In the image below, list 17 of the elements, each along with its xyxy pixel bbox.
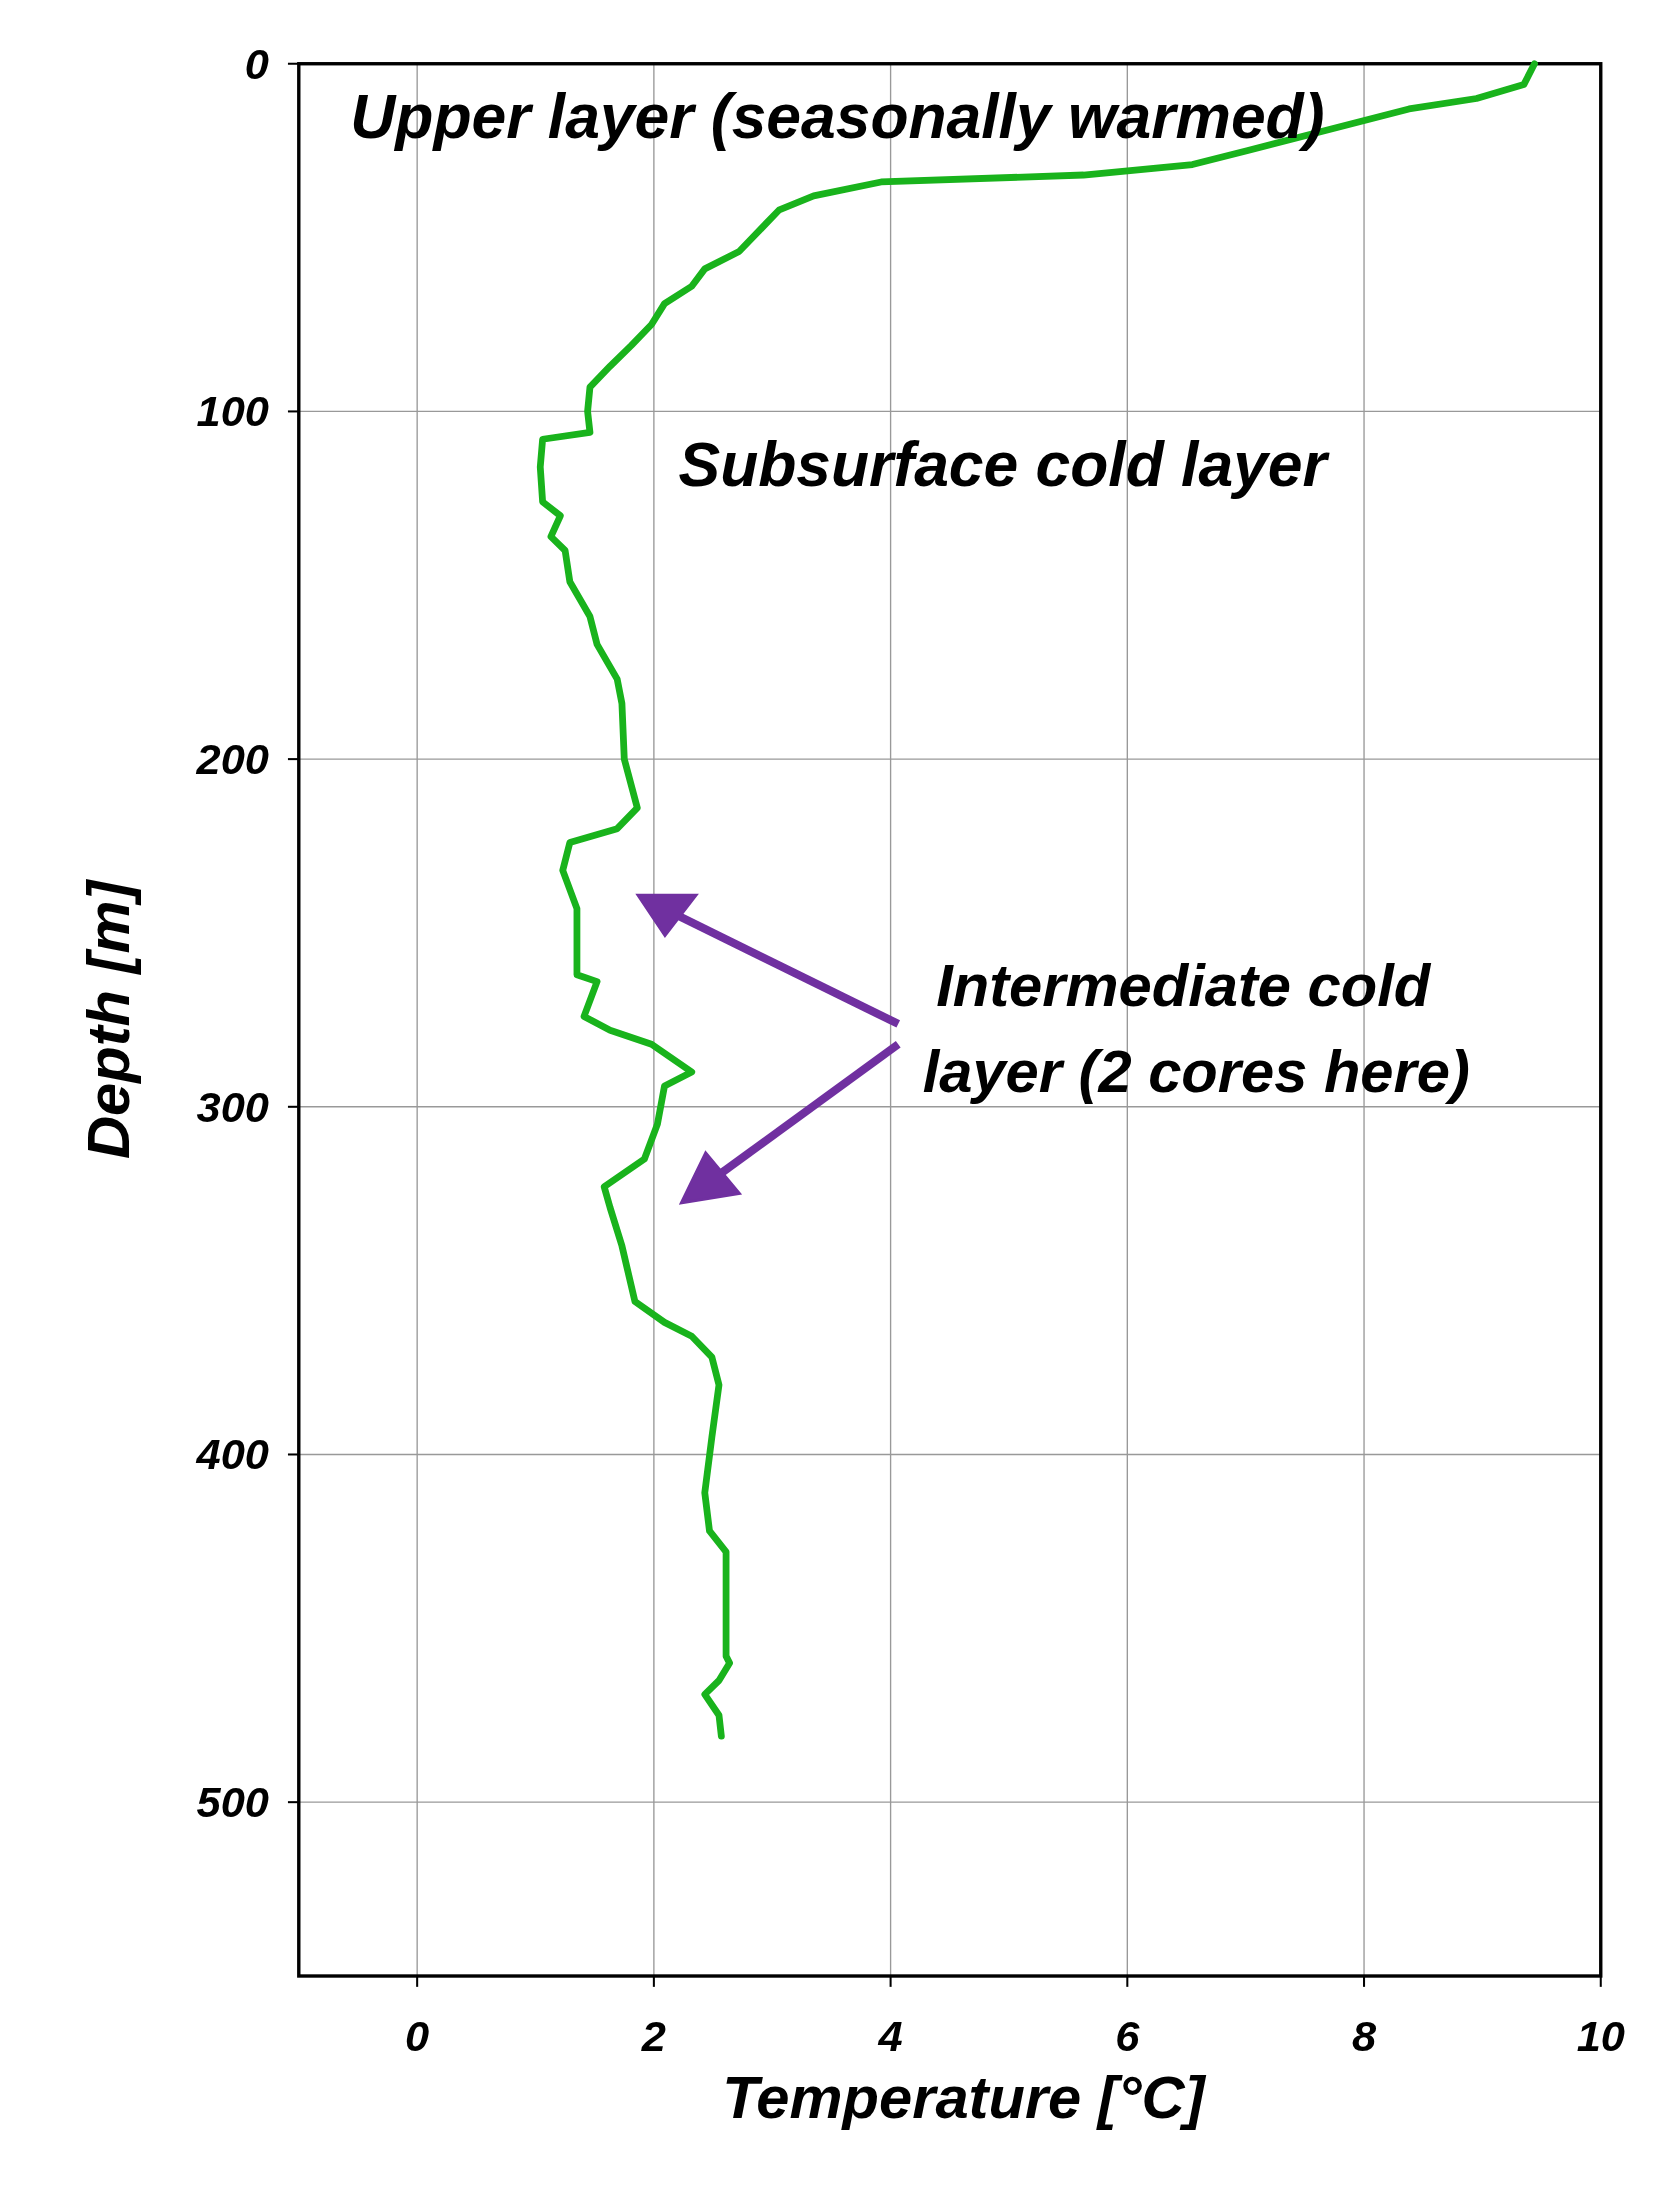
x-tick-label: 4 <box>877 2011 903 2060</box>
x-tick-label: 2 <box>640 2011 666 2060</box>
y-tick-label: 300 <box>196 1082 269 1131</box>
y-tick-label: 400 <box>195 1430 269 1479</box>
y-tick-label: 500 <box>196 1778 269 1827</box>
y-tick-label: 0 <box>244 39 269 88</box>
x-tick-label: 8 <box>1351 2011 1377 2060</box>
x-axis-title: Temperature [°C] <box>722 2064 1207 2132</box>
y-tick-label: 100 <box>196 387 269 436</box>
annotation: Upper layer (seasonally warmed) <box>350 82 1325 152</box>
x-tick-label: 6 <box>1115 2011 1141 2060</box>
x-tick-label: 0 <box>405 2011 430 2060</box>
y-tick-label: 200 <box>195 735 269 784</box>
annotation: Intermediate cold layer (2 cores here) <box>922 952 1470 1105</box>
y-axis-title: Depth [m] <box>75 878 143 1160</box>
x-tick-label: 10 <box>1576 2011 1625 2060</box>
annotation: Subsurface cold layer <box>678 429 1331 499</box>
